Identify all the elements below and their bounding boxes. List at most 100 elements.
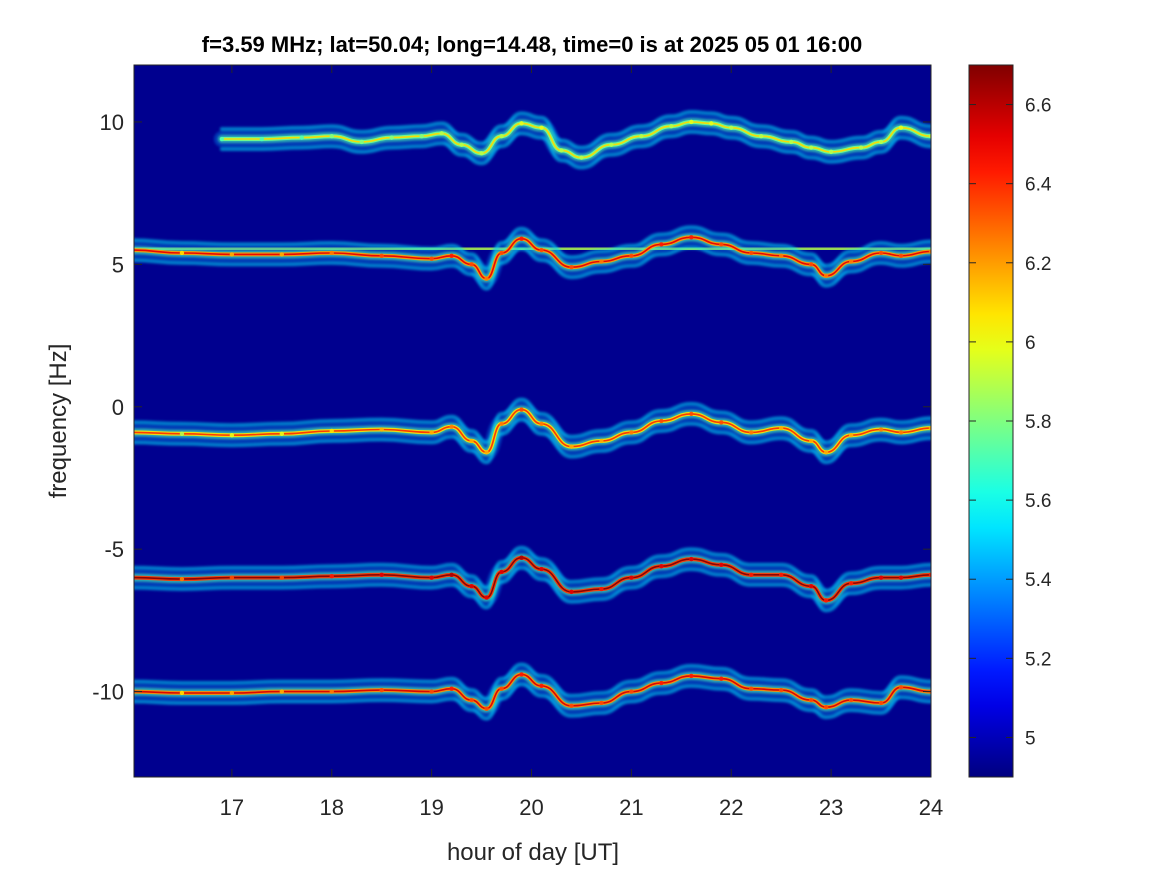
band-0-point [499,421,504,427]
band-1-layer-1 [134,245,931,291]
band-1-point [519,236,524,241]
band-2-point [848,581,854,586]
band-2-point [279,575,285,580]
band-3-point [469,697,474,703]
colorbar-tick-label: 6 [1025,333,1036,354]
colorbar-tick-label: 5.6 [1025,491,1051,512]
plot-content [134,110,931,721]
band-3 [134,662,931,721]
band-1-point [569,265,574,270]
x-tick-label: 19 [419,795,443,820]
band-3-point [484,706,489,711]
band-2-point [539,566,544,572]
band-4-point [858,145,864,150]
band-0-point [279,431,285,437]
band-2-point [689,556,694,562]
band-3-point [279,689,285,694]
band-2-point [429,575,434,580]
band-3-point [719,676,724,681]
band-0-layer-1 [134,417,931,465]
band-4-layer-1 [219,129,931,170]
band-0-point [749,430,754,435]
band-0-point [928,425,931,431]
band-4-point [299,135,304,140]
band-3-layer-2 [134,662,931,701]
band-0-point [229,433,235,438]
band-1-point [659,242,664,247]
band-0-point [179,431,185,437]
band-4-point [579,155,584,160]
band-0-layer-2 [134,397,931,445]
y-tick-label: 5 [112,252,124,277]
band-1-point [329,250,334,256]
band-4-point [788,139,794,145]
y-axis: -10 -5 0 5 10 [92,110,931,705]
band-1-point [429,256,434,261]
band-2-point [823,598,829,603]
plot-frame [133,64,932,778]
band-0-point [878,427,884,432]
band-4-point [329,134,334,139]
band-3-point [689,673,694,679]
band-2-point [749,572,754,577]
band-1-point [808,262,814,267]
band-1-point [689,235,694,240]
band-3-point [898,685,904,690]
band-0-point [379,427,384,432]
band-4-point [259,136,265,142]
band-0-point [539,421,544,427]
band-1-point [179,250,185,256]
x-tick-label: 18 [320,795,344,820]
band-0-point [469,438,474,444]
band-0-point [689,411,694,417]
band-1-point [778,253,784,259]
y-tick-label: -5 [104,537,124,562]
x-tick-label: 22 [719,795,743,820]
colorbar-tick-label: 5 [1025,728,1036,749]
band-4 [213,110,931,170]
band-3-point [599,700,604,706]
band-1-point [469,262,474,267]
band-0-point [659,418,664,424]
band-4-point [669,124,674,129]
band-4-point [709,121,714,126]
band-0-point [519,407,524,412]
band-2-point [484,595,489,600]
band-3-point [778,687,784,693]
x-tick-label: 23 [819,795,843,820]
x-axis-label: hour of day [UT] [447,839,619,866]
band-3-point [449,686,454,691]
band-0-point [778,425,784,431]
band-4-point [609,142,614,147]
band-0-point [569,444,574,449]
band-1-point [629,253,634,259]
band-2-point [808,583,814,589]
colorbar-tick-label: 5.2 [1025,649,1051,670]
band-4-point [459,142,464,147]
band-2-point [599,586,604,592]
band-2-point [499,569,504,575]
band-1 [134,225,931,291]
band-4-point [559,148,564,153]
band-4-point [689,119,694,125]
band-2-point [659,564,664,569]
band-0-point [599,438,604,444]
band-0-point [719,420,724,425]
band-3-point [379,687,384,693]
y-axis-label: frequency [Hz] [45,344,72,499]
band-4-layer-2 [219,110,931,150]
band-3-point [878,700,884,706]
band-4-point [519,121,524,126]
band-4-point [479,151,484,156]
band-0-point [429,430,434,435]
band-1-point [539,247,544,253]
band-2-point [329,574,334,579]
colorbar [968,64,1014,778]
band-0-point [823,450,829,455]
band-3-point [229,690,235,696]
band-4-point [359,139,364,145]
band-4-point [898,125,904,130]
band-1-point [499,250,504,256]
band-1-layer-2 [134,225,931,271]
band-1-point [229,252,235,257]
